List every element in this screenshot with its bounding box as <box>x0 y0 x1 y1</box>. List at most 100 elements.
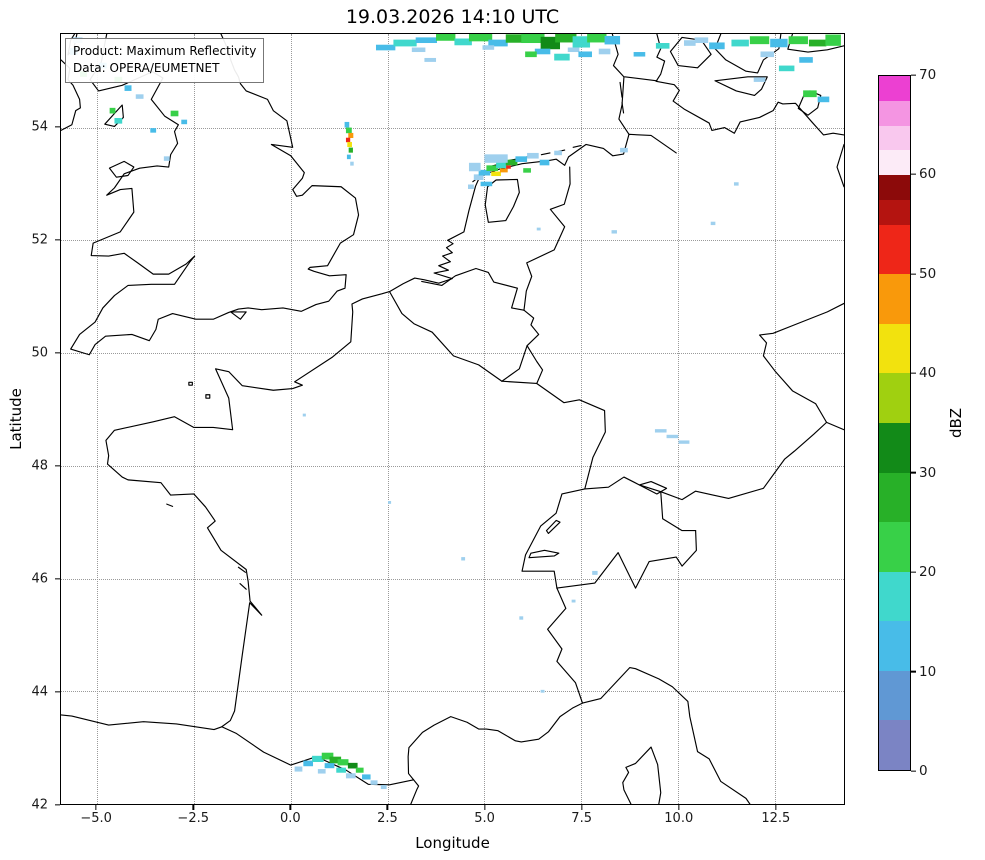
y-tick-mark <box>55 239 60 241</box>
coastline-jutland-west <box>612 34 629 134</box>
x-tick-label: −2.5 <box>177 811 210 826</box>
map-plot-area: Product: Maximum Reflectivity Data: OPER… <box>60 33 845 805</box>
radar-echo-cell <box>694 37 709 44</box>
colorbar-segment <box>879 373 910 423</box>
radar-echo-cell <box>633 52 646 57</box>
border-de-pl <box>837 144 844 186</box>
border-ch-at <box>661 492 696 531</box>
colorbar-segment <box>879 274 910 324</box>
radar-echo-cell <box>749 36 770 45</box>
radar-echo-cell <box>486 165 499 171</box>
radar-echo-cell <box>539 159 550 166</box>
radar-echo-cell <box>578 51 592 58</box>
radar-echo-cell <box>124 85 132 91</box>
radar-echo-cell <box>527 152 539 159</box>
product-line: Product: Maximum Reflectivity <box>73 44 257 58</box>
border-be-de <box>524 310 539 346</box>
colorbar-segment <box>879 150 910 176</box>
radar-echo-cell <box>321 752 334 760</box>
border-de-cz <box>760 303 844 422</box>
radar-echo-cell <box>506 165 511 169</box>
radar-echo-cell <box>710 221 716 226</box>
colorbar-segment <box>879 175 910 200</box>
radar-echo-cell <box>436 34 456 41</box>
radar-echo-cell <box>753 77 766 82</box>
coastline-isle-of-wight <box>231 312 246 319</box>
y-tick-mark <box>55 804 60 806</box>
radar-echo-cell <box>348 132 354 139</box>
radar-echo-cell <box>303 760 314 767</box>
colorbar-segment <box>879 423 910 473</box>
x-tick-mark <box>580 805 583 810</box>
radar-echo-cell <box>499 168 508 173</box>
radar-echo-cell <box>525 51 537 58</box>
colorbar <box>878 75 911 771</box>
coastline-anglesey <box>109 161 133 177</box>
colorbar-gradient <box>879 76 910 770</box>
lake-geneva <box>529 550 559 557</box>
radar-echo-cell <box>347 141 352 148</box>
colorbar-label: dBZ <box>947 407 965 439</box>
radar-echo-cell <box>733 182 739 186</box>
border-at-cz <box>827 422 844 429</box>
radar-echo-cell <box>150 128 157 133</box>
colorbar-tick-mark <box>911 472 916 474</box>
colorbar-segment <box>879 199 910 225</box>
x-tick-mark <box>95 805 97 810</box>
y-tick-label: 54 <box>31 119 48 135</box>
radar-echo-cell <box>655 43 670 49</box>
lake-neuchatel <box>546 520 560 533</box>
y-tick-label: 42 <box>31 797 48 813</box>
radar-echo-cell <box>519 616 524 620</box>
colorbar-tick-mark <box>911 770 916 772</box>
radar-echo-cell <box>478 169 491 176</box>
colorbar-tick-label: 0 <box>919 763 928 779</box>
radar-echo-cell <box>554 53 570 61</box>
radar-echo-cell <box>592 570 598 575</box>
radar-echo-cell <box>778 65 795 72</box>
radar-echo-cell <box>468 34 493 42</box>
radar-echo-cell <box>345 773 356 779</box>
radar-echo-cell <box>337 759 349 766</box>
x-tick-label: 5.0 <box>474 811 495 826</box>
radar-echo-cell <box>461 557 466 561</box>
radar-echo-cell <box>362 774 371 780</box>
border-nl-de <box>524 167 570 310</box>
x-tick-label: 12.5 <box>761 811 791 826</box>
radar-echo-cell <box>817 96 830 103</box>
y-tick-mark <box>55 126 60 128</box>
coastline-baltic <box>656 34 844 135</box>
radar-echo-cell <box>505 159 518 166</box>
data-source-line: Data: OPERA/EUMETNET <box>73 61 220 76</box>
radar-echo-cell <box>808 39 827 47</box>
colorbar-segment <box>879 76 910 101</box>
radar-echo-cell <box>355 767 364 773</box>
y-tick-mark <box>55 578 60 580</box>
x-axis-label: Longitude <box>415 834 490 852</box>
radar-echo-cell <box>468 162 481 172</box>
radar-echo-cell <box>803 90 817 98</box>
y-tick-label: 52 <box>31 232 48 248</box>
radar-echo-cell <box>604 35 621 45</box>
radar-echo-cell <box>505 34 526 43</box>
radar-echo-cell <box>678 440 690 444</box>
border-fr-it <box>548 588 583 703</box>
radar-echo-cell <box>484 154 508 163</box>
radar-echo-cell <box>294 766 303 772</box>
radar-echo-cell <box>572 36 591 48</box>
y-tick-mark <box>55 691 60 693</box>
x-tick-label: −5.0 <box>80 811 112 826</box>
radar-echo-cell <box>540 689 545 693</box>
radar-echo-cell <box>348 147 353 153</box>
colorbar-segment <box>879 522 910 572</box>
colorbar-segment <box>879 100 910 126</box>
colorbar-tick-mark <box>911 173 916 176</box>
radar-echo-cell <box>488 39 508 47</box>
colorbar-segment <box>879 670 910 721</box>
x-tick-mark <box>192 805 194 810</box>
small-islands <box>167 82 624 589</box>
radar-echo-cell <box>324 763 335 769</box>
y-tick-mark <box>55 352 60 354</box>
product-annotation-box: Product: Maximum Reflectivity Data: OPER… <box>65 38 265 83</box>
